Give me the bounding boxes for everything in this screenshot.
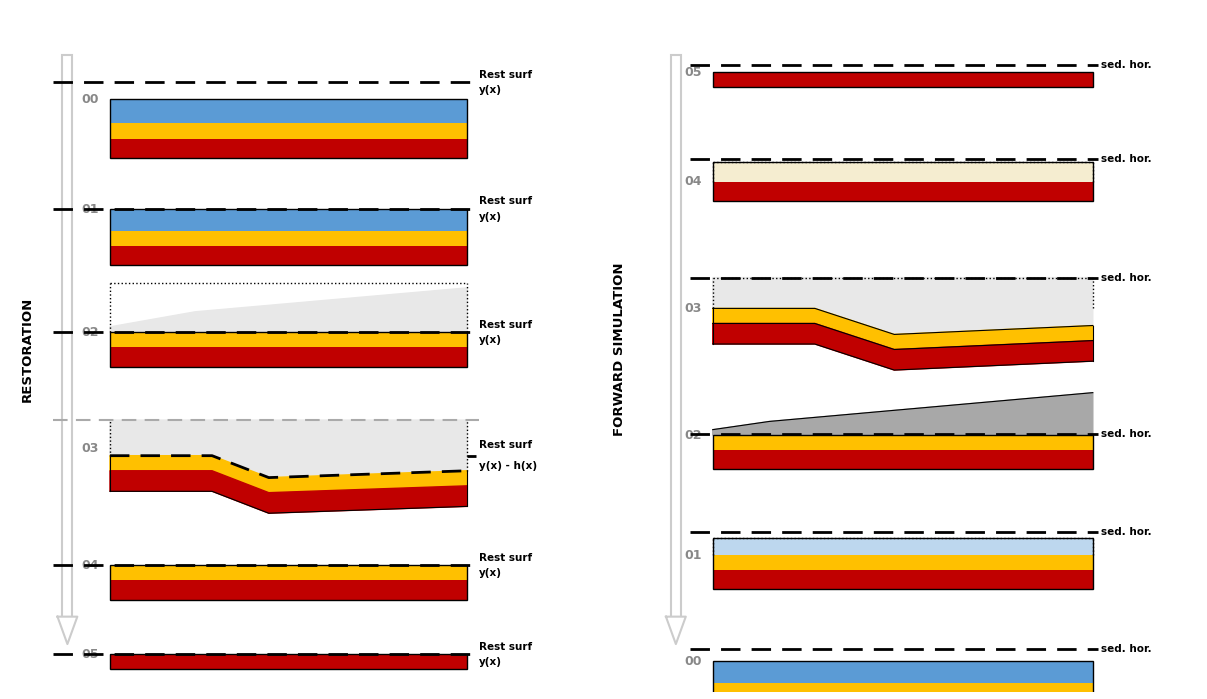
Text: sed. hor.: sed. hor. [1101, 273, 1151, 282]
Bar [712, 72, 1092, 87]
Text: Rest surf: Rest surf [479, 552, 532, 563]
Bar [110, 231, 467, 246]
Text: Rest surf: Rest surf [479, 642, 532, 651]
Bar [712, 72, 1092, 87]
Text: 03: 03 [81, 442, 99, 455]
Text: y(x): y(x) [479, 568, 502, 578]
Bar [712, 538, 1092, 555]
Text: sed. hor.: sed. hor. [1101, 60, 1151, 70]
Text: y(x): y(x) [479, 85, 502, 95]
Bar [110, 209, 467, 265]
Bar [110, 654, 467, 670]
Bar [712, 683, 1092, 698]
Text: 04: 04 [81, 559, 99, 572]
Bar [712, 698, 1092, 699]
Text: Rest surf: Rest surf [479, 319, 532, 330]
Bar [712, 435, 1092, 450]
Text: 05: 05 [81, 648, 99, 661]
Bar [110, 99, 467, 158]
Text: sed. hor.: sed. hor. [1101, 644, 1151, 654]
Text: sed. hor.: sed. hor. [1101, 154, 1151, 164]
Polygon shape [110, 470, 467, 513]
Text: Rest surf: Rest surf [479, 440, 532, 450]
Text: sed. hor.: sed. hor. [1101, 428, 1151, 439]
Bar [712, 570, 1092, 589]
Text: y(x): y(x) [479, 657, 502, 667]
Bar [712, 661, 1092, 699]
Bar [712, 538, 1092, 589]
Polygon shape [110, 420, 467, 477]
Bar [110, 654, 467, 670]
Bar [110, 333, 467, 347]
Text: y(x) - h(x): y(x) - h(x) [479, 461, 537, 471]
Text: 00: 00 [684, 655, 701, 668]
Bar [110, 138, 467, 158]
Text: FORWARD SIMULATION: FORWARD SIMULATION [613, 263, 625, 436]
Text: 01: 01 [684, 549, 701, 561]
Bar [110, 99, 467, 124]
Text: y(x): y(x) [479, 212, 502, 222]
Bar [712, 182, 1092, 201]
Bar [110, 333, 467, 366]
Text: 04: 04 [684, 175, 701, 188]
Bar [712, 162, 1092, 182]
Bar [110, 124, 467, 138]
Polygon shape [110, 456, 467, 493]
Bar [110, 209, 467, 231]
Text: 00: 00 [81, 93, 99, 106]
Bar [712, 435, 1092, 470]
Polygon shape [712, 324, 1092, 370]
Bar [671, 55, 681, 617]
Bar [110, 246, 467, 265]
Polygon shape [712, 393, 1092, 435]
Bar [110, 580, 467, 600]
Polygon shape [712, 278, 1092, 334]
Polygon shape [58, 617, 77, 644]
Polygon shape [666, 617, 686, 644]
Bar [712, 450, 1092, 470]
Bar [110, 565, 467, 600]
Text: 02: 02 [81, 326, 99, 339]
Text: RESTORATION: RESTORATION [22, 297, 34, 402]
Bar [110, 347, 467, 366]
Text: Rest surf: Rest surf [479, 70, 532, 80]
Text: 05: 05 [684, 66, 701, 78]
Bar [110, 565, 467, 580]
Bar [712, 162, 1092, 201]
Text: Rest surf: Rest surf [479, 196, 532, 206]
Text: 01: 01 [81, 203, 99, 215]
Text: 03: 03 [684, 302, 701, 315]
Bar [712, 555, 1092, 570]
Polygon shape [712, 308, 1092, 350]
Polygon shape [110, 288, 467, 333]
Bar [63, 55, 72, 617]
Text: sed. hor.: sed. hor. [1101, 528, 1151, 538]
Text: 02: 02 [684, 428, 701, 442]
Bar [712, 661, 1092, 683]
Text: y(x): y(x) [479, 335, 502, 345]
